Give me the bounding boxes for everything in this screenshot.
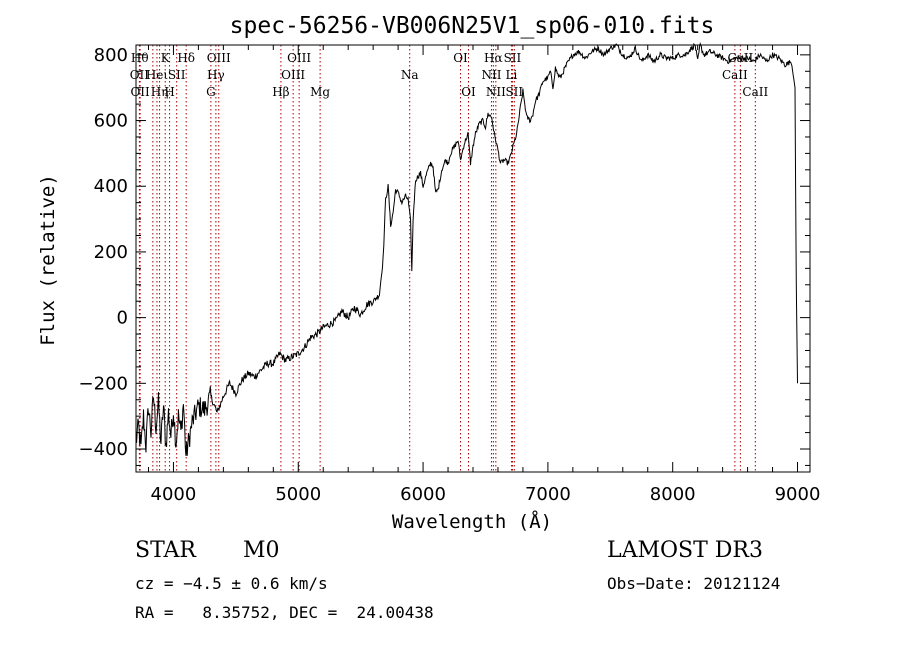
line-label-9: Hδ [177, 51, 195, 65]
y-tick-label-3: 200 [94, 242, 128, 263]
line-label-4: Heι [146, 68, 169, 82]
line-label-7: H [164, 85, 174, 99]
line-label-19: OI [461, 85, 476, 99]
obs-date: Obs−Date: 20121124 [607, 574, 781, 593]
line-label-22: NII [486, 85, 506, 99]
line-label-1: OII [130, 68, 150, 82]
x-tick-label-2: 6000 [400, 484, 446, 505]
line-label-8: SII [168, 68, 186, 82]
x-tick-label-1: 5000 [275, 484, 321, 505]
y-tick-label-1: −200 [79, 373, 128, 394]
line-label-27: CaII [727, 51, 753, 65]
axis-ticks: 4000 5000 6000 7000 8000 9000 −400 −200 0 200 400 6… [79, 45, 821, 505]
y-tick-label-0: −400 [79, 439, 128, 460]
series-layer [135, 41, 798, 456]
line-labels: HθOIIOIIHeιHηKHSIIHδGHγOIIIHβOIIIOIIIMgN… [130, 51, 769, 99]
cz-value: cz = −4.5 ± 0.6 km/s [135, 574, 328, 593]
coordinates: RA = 8.35752, DEC = 24.00438 [135, 603, 434, 622]
line-label-11: Hγ [207, 68, 225, 82]
line-label-26: CaII [722, 68, 748, 82]
line-label-15: OIII [287, 51, 311, 65]
line-label-5: Hη [151, 85, 169, 99]
y-tick-label-2: 0 [117, 308, 128, 329]
line-label-17: Na [401, 68, 419, 82]
line-label-18: OI [453, 51, 468, 65]
line-label-16: Mg [310, 85, 330, 99]
y-tick-label-5: 600 [94, 111, 128, 132]
y-tick-label-4: 400 [94, 176, 128, 197]
x-axis-label: Wavelength (Å) [392, 510, 552, 533]
x-tick-label-0: 4000 [151, 484, 197, 505]
y-axis-label: Flux (relative) [37, 174, 59, 346]
x-tick-label-5: 9000 [775, 484, 821, 505]
line-label-24: SII [504, 51, 522, 65]
line-label-12: OIII [207, 51, 231, 65]
line-label-10: G [206, 85, 216, 99]
x-tick-label-4: 8000 [650, 484, 696, 505]
line-label-23: Li [506, 68, 518, 82]
y-tick-label-6: 800 [94, 45, 128, 66]
line-label-14: OIII [281, 68, 305, 82]
x-tick-label-3: 7000 [525, 484, 571, 505]
survey-name: LAMOST DR3 [607, 538, 763, 563]
line-label-28: CaII [742, 85, 768, 99]
line-label-6: K [161, 51, 171, 65]
plot-frame [135, 44, 811, 473]
line-label-13: Hβ [272, 85, 289, 99]
line-label-25: SII [505, 85, 523, 99]
chart-title: spec-56256-VB006N25V1_sp06-010.fits [230, 13, 715, 39]
line-label-21: Hα [484, 51, 503, 65]
object-subclass: M0 [243, 538, 280, 563]
line-label-20: NII [481, 68, 501, 82]
line-label-0: Hθ [131, 51, 149, 65]
line-label-2: OII [130, 85, 150, 99]
object-class: STAR [135, 538, 196, 563]
spectral-line-markers [138, 45, 756, 472]
series-flux-line [135, 41, 798, 456]
